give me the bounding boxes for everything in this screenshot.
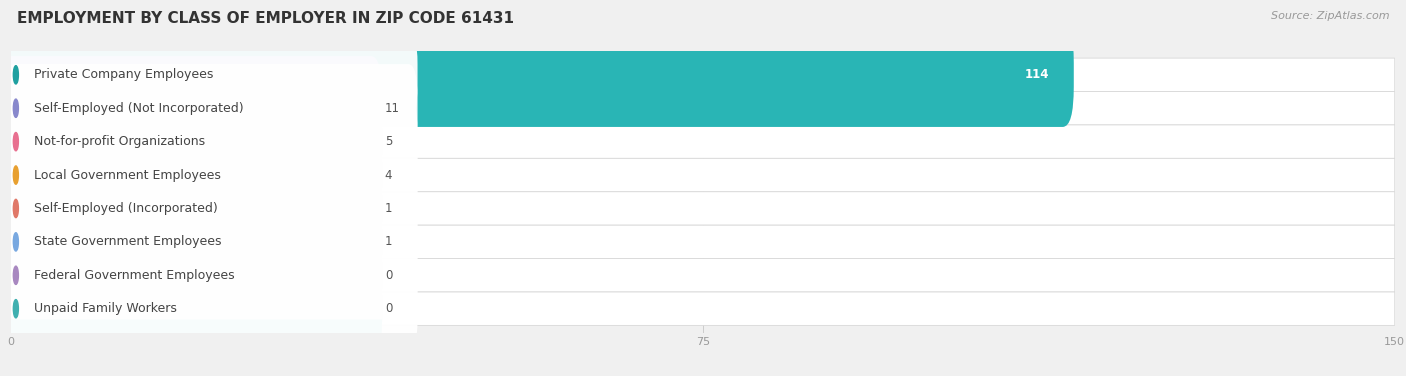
Text: 11: 11	[385, 102, 399, 115]
Text: Not-for-profit Organizations: Not-for-profit Organizations	[34, 135, 205, 148]
Circle shape	[13, 132, 18, 151]
FancyBboxPatch shape	[4, 31, 418, 119]
FancyBboxPatch shape	[4, 164, 418, 253]
Text: Self-Employed (Incorporated): Self-Employed (Incorporated)	[34, 202, 218, 215]
FancyBboxPatch shape	[4, 231, 418, 319]
Text: 1: 1	[385, 235, 392, 249]
FancyBboxPatch shape	[11, 225, 1395, 259]
Circle shape	[13, 300, 18, 318]
Text: Self-Employed (Not Incorporated): Self-Employed (Not Incorporated)	[34, 102, 243, 115]
FancyBboxPatch shape	[4, 64, 418, 152]
Circle shape	[13, 233, 18, 251]
FancyBboxPatch shape	[11, 58, 1395, 91]
FancyBboxPatch shape	[0, 89, 382, 194]
FancyBboxPatch shape	[11, 125, 1395, 158]
FancyBboxPatch shape	[11, 192, 1395, 225]
FancyBboxPatch shape	[4, 97, 418, 186]
Text: EMPLOYMENT BY CLASS OF EMPLOYER IN ZIP CODE 61431: EMPLOYMENT BY CLASS OF EMPLOYER IN ZIP C…	[17, 11, 513, 26]
FancyBboxPatch shape	[4, 265, 418, 353]
FancyBboxPatch shape	[11, 158, 1395, 192]
Text: 4: 4	[385, 168, 392, 182]
FancyBboxPatch shape	[0, 56, 382, 160]
FancyBboxPatch shape	[0, 123, 382, 227]
FancyBboxPatch shape	[0, 256, 382, 361]
Text: Source: ZipAtlas.com: Source: ZipAtlas.com	[1271, 11, 1389, 21]
FancyBboxPatch shape	[4, 198, 418, 286]
Text: Federal Government Employees: Federal Government Employees	[34, 269, 235, 282]
Text: 114: 114	[1025, 68, 1049, 81]
FancyBboxPatch shape	[0, 190, 382, 294]
FancyBboxPatch shape	[11, 91, 1395, 125]
FancyBboxPatch shape	[0, 223, 382, 327]
FancyBboxPatch shape	[0, 156, 382, 261]
Text: State Government Employees: State Government Employees	[34, 235, 222, 249]
Text: 0: 0	[385, 302, 392, 315]
FancyBboxPatch shape	[4, 131, 418, 219]
FancyBboxPatch shape	[11, 259, 1395, 292]
Text: 1: 1	[385, 202, 392, 215]
FancyBboxPatch shape	[0, 23, 1074, 127]
Text: Private Company Employees: Private Company Employees	[34, 68, 214, 81]
Circle shape	[13, 199, 18, 218]
Text: Unpaid Family Workers: Unpaid Family Workers	[34, 302, 177, 315]
Circle shape	[13, 99, 18, 117]
Text: 5: 5	[385, 135, 392, 148]
Circle shape	[13, 266, 18, 284]
Text: 0: 0	[385, 269, 392, 282]
Text: Local Government Employees: Local Government Employees	[34, 168, 221, 182]
Circle shape	[13, 66, 18, 84]
Circle shape	[13, 166, 18, 184]
FancyBboxPatch shape	[11, 292, 1395, 325]
